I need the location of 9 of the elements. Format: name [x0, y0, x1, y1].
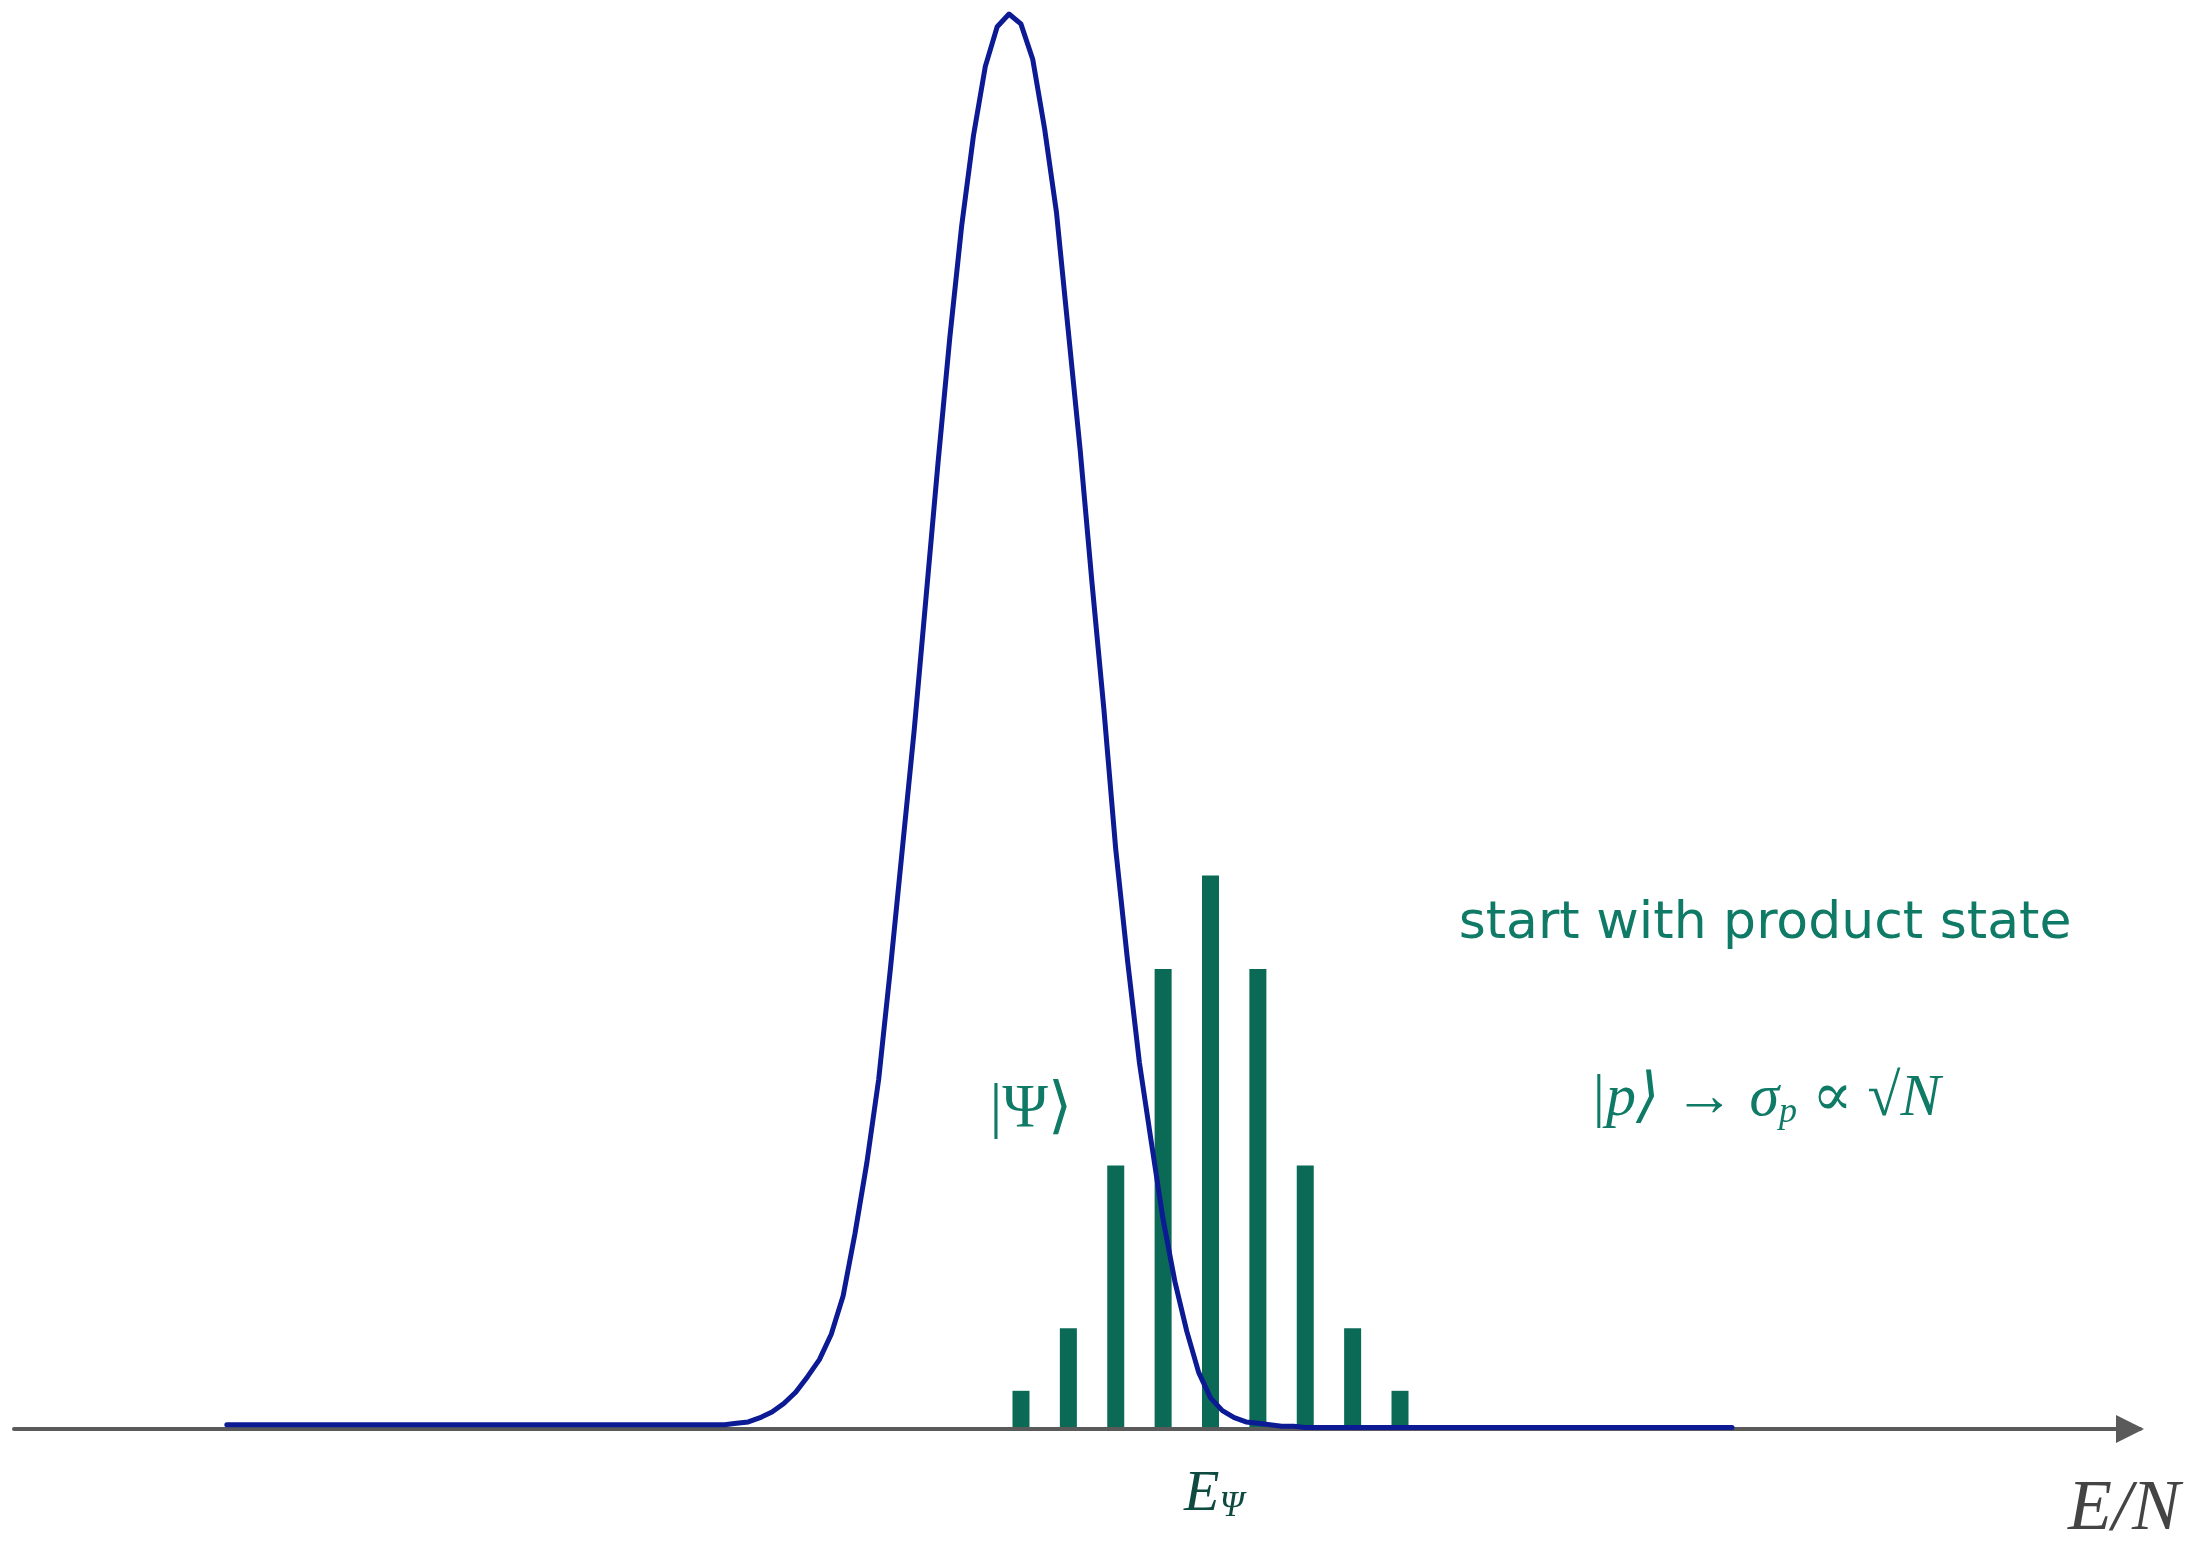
annotation: start with product state [1458, 890, 2072, 950]
bar [1249, 969, 1267, 1429]
bar [1107, 1165, 1125, 1429]
bar [1202, 875, 1219, 1429]
annotation: |Ψ⟩ [989, 1071, 1073, 1139]
bar [1154, 969, 1172, 1429]
bar [1012, 1390, 1030, 1429]
x-axis-title: E/N [2066, 1465, 2184, 1545]
bar [1059, 1328, 1077, 1429]
